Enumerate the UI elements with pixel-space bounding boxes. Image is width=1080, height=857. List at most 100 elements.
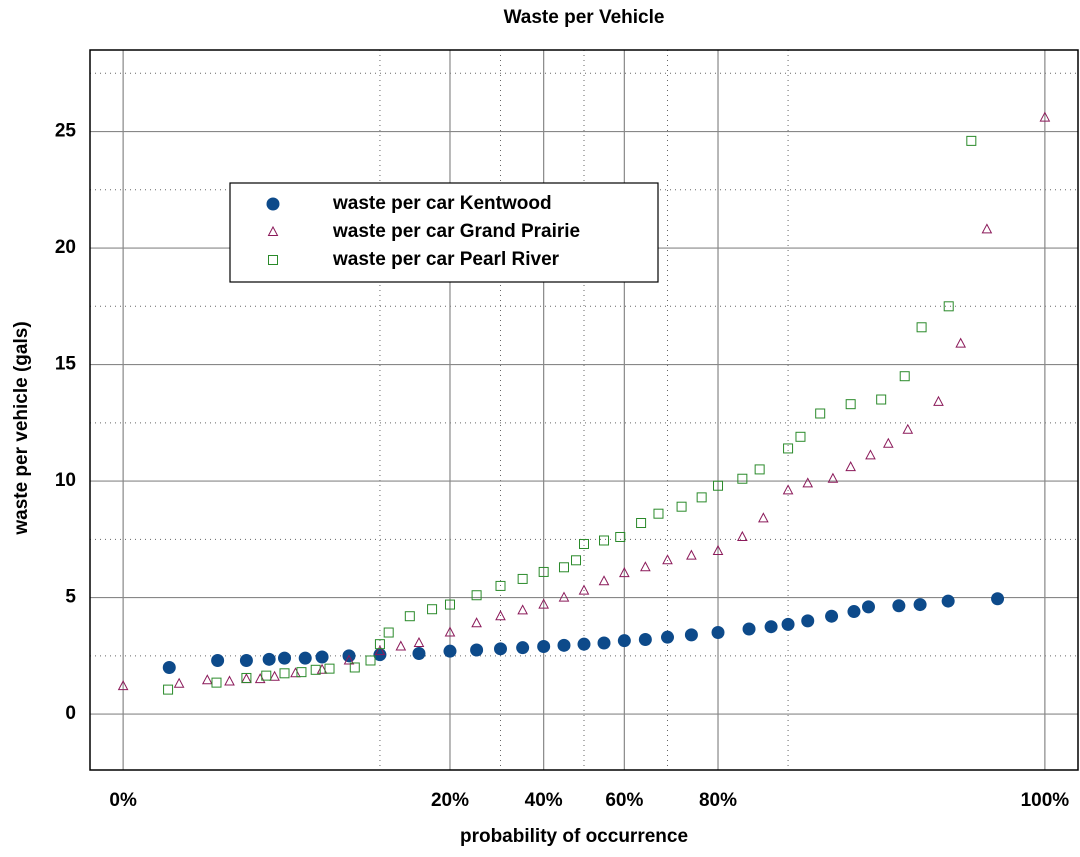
point — [557, 638, 571, 652]
point — [558, 562, 569, 573]
point — [882, 437, 894, 448]
point — [783, 443, 794, 454]
y-axis-label: waste per vehicle (gals) — [11, 321, 32, 535]
point — [598, 575, 610, 586]
legend-label: waste per car Kentwood — [332, 193, 552, 214]
point — [290, 667, 301, 678]
point — [653, 508, 664, 519]
chart-title: Waste per Vehicle — [504, 7, 665, 28]
point — [493, 642, 507, 656]
point — [578, 584, 590, 595]
point — [279, 668, 290, 679]
point — [383, 627, 394, 638]
point — [239, 653, 253, 667]
point — [801, 614, 815, 628]
point — [913, 598, 927, 612]
x-tick-label: 60% — [605, 790, 643, 811]
legend-marker — [267, 225, 279, 236]
point — [892, 599, 906, 613]
legend-marker — [266, 197, 280, 211]
point — [636, 518, 647, 529]
point — [162, 660, 176, 674]
point — [173, 677, 185, 688]
point — [737, 473, 748, 484]
point — [933, 395, 944, 406]
y-tick-label: 10 — [55, 470, 76, 491]
point — [117, 680, 129, 691]
point — [261, 670, 272, 681]
point — [597, 636, 611, 650]
point — [981, 223, 993, 234]
point — [815, 408, 826, 419]
x-tick-label: 20% — [431, 790, 469, 811]
point — [262, 652, 276, 666]
point — [845, 399, 856, 410]
point — [737, 530, 748, 541]
point — [374, 639, 385, 650]
point — [444, 626, 456, 637]
point — [696, 492, 707, 503]
point — [412, 646, 426, 660]
x-axis-label: probability of occurrence — [460, 826, 688, 847]
point — [638, 633, 652, 647]
point — [495, 610, 506, 621]
point — [427, 604, 438, 615]
point — [941, 594, 955, 608]
point — [827, 472, 839, 483]
point — [758, 512, 769, 523]
y-tick-label: 25 — [55, 121, 77, 142]
point — [315, 650, 329, 664]
x-tick-label: 40% — [525, 790, 563, 811]
y-tick-label: 5 — [65, 587, 76, 608]
point — [640, 561, 651, 572]
point — [599, 535, 610, 546]
legend-label: waste per car Grand Prairie — [332, 221, 580, 242]
point — [558, 591, 570, 602]
point — [686, 549, 697, 560]
point — [845, 461, 856, 472]
point — [943, 301, 954, 312]
point — [1039, 111, 1051, 122]
point — [764, 620, 778, 634]
point — [495, 580, 506, 591]
point — [254, 673, 266, 684]
legend-box — [229, 182, 659, 283]
point — [374, 645, 386, 656]
legend-label: waste per car Pearl River — [332, 249, 560, 270]
point — [298, 651, 312, 665]
point — [615, 531, 626, 542]
point — [825, 609, 839, 623]
point — [471, 590, 482, 601]
point — [754, 464, 765, 475]
point — [538, 598, 549, 609]
point — [865, 449, 876, 460]
plot-frame — [89, 49, 1079, 771]
point — [579, 538, 589, 549]
point — [571, 555, 582, 566]
point — [443, 644, 457, 658]
point — [538, 566, 549, 577]
point — [916, 322, 927, 333]
point — [310, 664, 321, 675]
point — [324, 663, 335, 674]
point — [163, 684, 174, 695]
point — [684, 628, 698, 642]
point — [577, 637, 591, 651]
point — [296, 667, 307, 678]
point — [404, 611, 415, 622]
point — [517, 604, 528, 615]
point — [413, 636, 425, 648]
point — [861, 600, 875, 614]
point — [211, 653, 225, 667]
point — [661, 630, 675, 644]
point — [742, 622, 756, 636]
point — [365, 655, 376, 666]
point — [224, 675, 235, 686]
point — [241, 672, 252, 683]
point — [537, 640, 551, 654]
point — [343, 654, 355, 665]
point — [269, 670, 280, 681]
point — [711, 626, 725, 640]
point — [876, 394, 887, 405]
